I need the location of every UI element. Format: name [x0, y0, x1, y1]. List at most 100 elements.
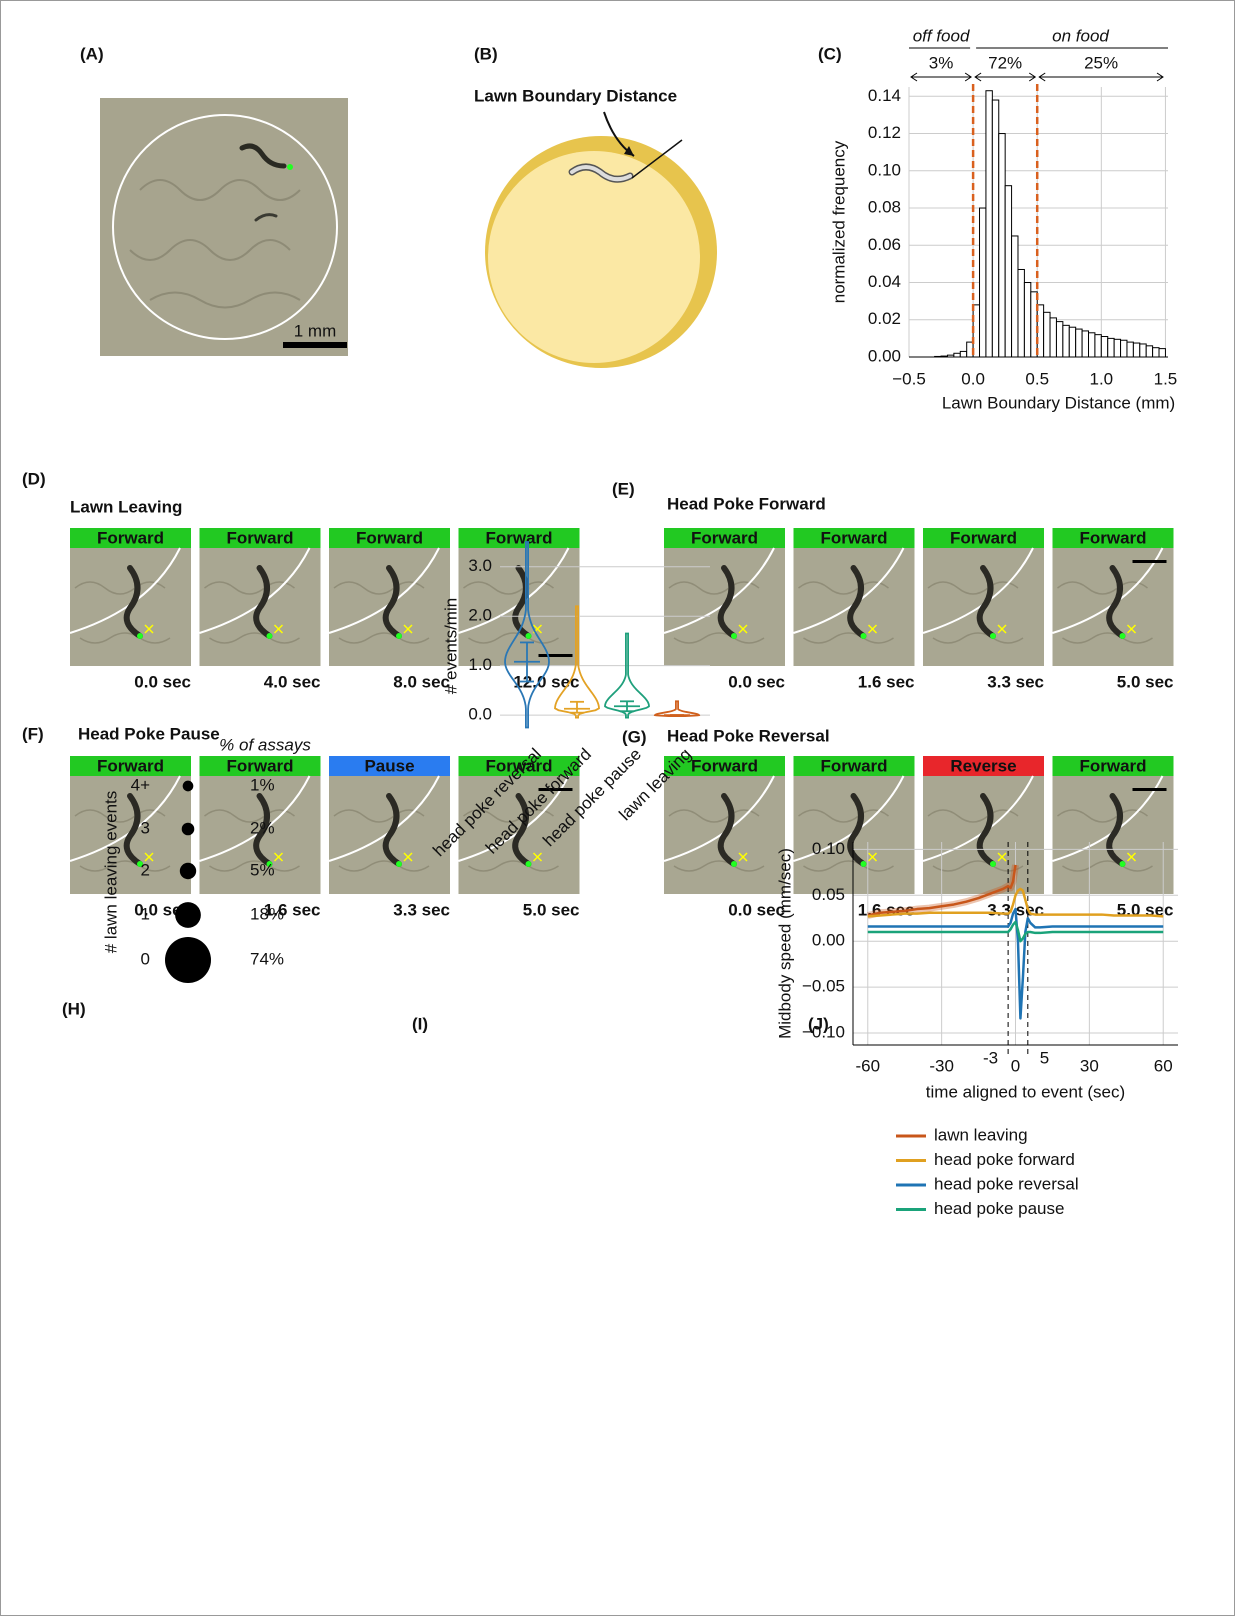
state-label: Forward	[950, 528, 1017, 547]
panel-label: (C)	[818, 44, 842, 63]
panel-title: Lawn Leaving	[70, 497, 182, 516]
panel-title: Head Poke Reversal	[667, 726, 830, 745]
head-marker	[1120, 633, 1126, 639]
state-label: Forward	[97, 756, 164, 775]
bubble	[175, 902, 201, 928]
x-tick-label: 30	[1080, 1056, 1099, 1075]
head-marker	[287, 164, 293, 170]
head-marker	[526, 633, 532, 639]
panel-label: (B)	[474, 44, 498, 63]
region-header: off food	[913, 26, 970, 45]
bar	[1153, 348, 1159, 357]
x-tick-label: 1.0	[1090, 369, 1114, 388]
state-label: Forward	[691, 528, 758, 547]
time-label: 3.3 sec	[393, 900, 450, 919]
head-marker	[396, 861, 402, 867]
bar	[999, 134, 1005, 357]
bar	[1005, 186, 1011, 357]
region-percent: 25%	[1084, 53, 1118, 72]
y-tick-label: −0.05	[802, 977, 845, 996]
bar	[1031, 292, 1037, 357]
bar	[1133, 343, 1139, 357]
y-tick-label: 0	[141, 949, 150, 968]
annotation: Lawn Boundary Distance	[474, 86, 677, 105]
y-tick-label: 0.08	[868, 198, 901, 217]
x-axis-title: time aligned to event (sec)	[926, 1082, 1125, 1101]
panel-label: (D)	[22, 469, 46, 488]
state-label: Forward	[820, 756, 887, 775]
bar	[1114, 339, 1120, 357]
y-tick-label: 0.06	[868, 235, 901, 254]
time-label: 3.3 sec	[987, 672, 1044, 691]
state-label: Forward	[226, 528, 293, 547]
y-axis-title: normalized frequency	[829, 140, 848, 303]
panel-label: (F)	[22, 724, 44, 743]
time-label: 1.6 sec	[858, 672, 915, 691]
legend-label: head poke forward	[934, 1150, 1075, 1169]
y-tick-label: 0.10	[812, 839, 845, 858]
y-tick-label: 4+	[131, 775, 150, 794]
scale-bar	[283, 342, 347, 348]
head-marker	[990, 861, 996, 867]
head-marker	[731, 633, 737, 639]
bubble	[165, 937, 211, 983]
bar	[1056, 322, 1062, 357]
x-tick-label: 1.5	[1154, 369, 1178, 388]
y-tick-label: 0.0	[468, 705, 492, 724]
x-tick-label: 0.0	[961, 369, 985, 388]
state-label: Reverse	[950, 756, 1016, 775]
bar	[1069, 327, 1075, 357]
window-label: -3	[983, 1048, 998, 1067]
scale-label: 1 mm	[294, 321, 337, 340]
lawn-photo	[100, 98, 348, 356]
state-label: Forward	[485, 528, 552, 547]
y-tick-label: 2.0	[468, 606, 492, 625]
y-tick-label: 1	[141, 904, 150, 923]
state-label: Forward	[691, 756, 758, 775]
bar	[1050, 318, 1056, 357]
x-tick-label: -60	[855, 1056, 880, 1075]
bar	[1108, 338, 1114, 357]
state-label: Forward	[97, 528, 164, 547]
state-label: Forward	[820, 528, 887, 547]
head-marker	[990, 633, 996, 639]
value-label: 1%	[250, 775, 275, 794]
panel-title: Head Poke Pause	[78, 724, 220, 743]
region-percent: 72%	[988, 53, 1022, 72]
panel-label: (H)	[62, 999, 86, 1018]
bar	[1024, 283, 1030, 357]
x-tick-label: −0.5	[892, 369, 926, 388]
scale-bar	[1133, 560, 1167, 563]
bar	[954, 353, 960, 357]
y-tick-label: 0.14	[868, 86, 901, 105]
head-marker	[137, 633, 143, 639]
lawn-center	[488, 151, 700, 363]
head-marker	[1120, 861, 1126, 867]
y-tick-label: 0.04	[868, 272, 901, 291]
y-tick-label: 0.12	[868, 123, 901, 142]
bar	[986, 91, 992, 357]
bar	[1063, 325, 1069, 357]
scale-bar	[539, 654, 573, 657]
head-marker	[731, 861, 737, 867]
value-label: 74%	[250, 949, 284, 968]
panel-label: (A)	[80, 44, 104, 63]
y-tick-label: 3	[141, 818, 150, 837]
bar	[1127, 342, 1133, 357]
value-label: 18%	[250, 904, 284, 923]
panel-title: Head Poke Forward	[667, 494, 826, 513]
head-marker	[267, 633, 273, 639]
state-label: Forward	[1079, 528, 1146, 547]
bar	[1076, 329, 1082, 357]
window-label: 5	[1040, 1048, 1049, 1067]
x-tick-label: 0	[1011, 1056, 1020, 1075]
head-marker	[396, 633, 402, 639]
figure: (A) 1 mm (B) Lawn Boundary Distance (D) Lawn …	[0, 0, 1235, 1616]
bar	[1140, 344, 1146, 357]
y-tick-label: 0.00	[812, 931, 845, 950]
bar	[1018, 269, 1024, 357]
head-marker	[526, 861, 532, 867]
bubble	[182, 823, 195, 836]
bubble	[180, 863, 196, 879]
y-tick-label: 0.00	[868, 346, 901, 365]
